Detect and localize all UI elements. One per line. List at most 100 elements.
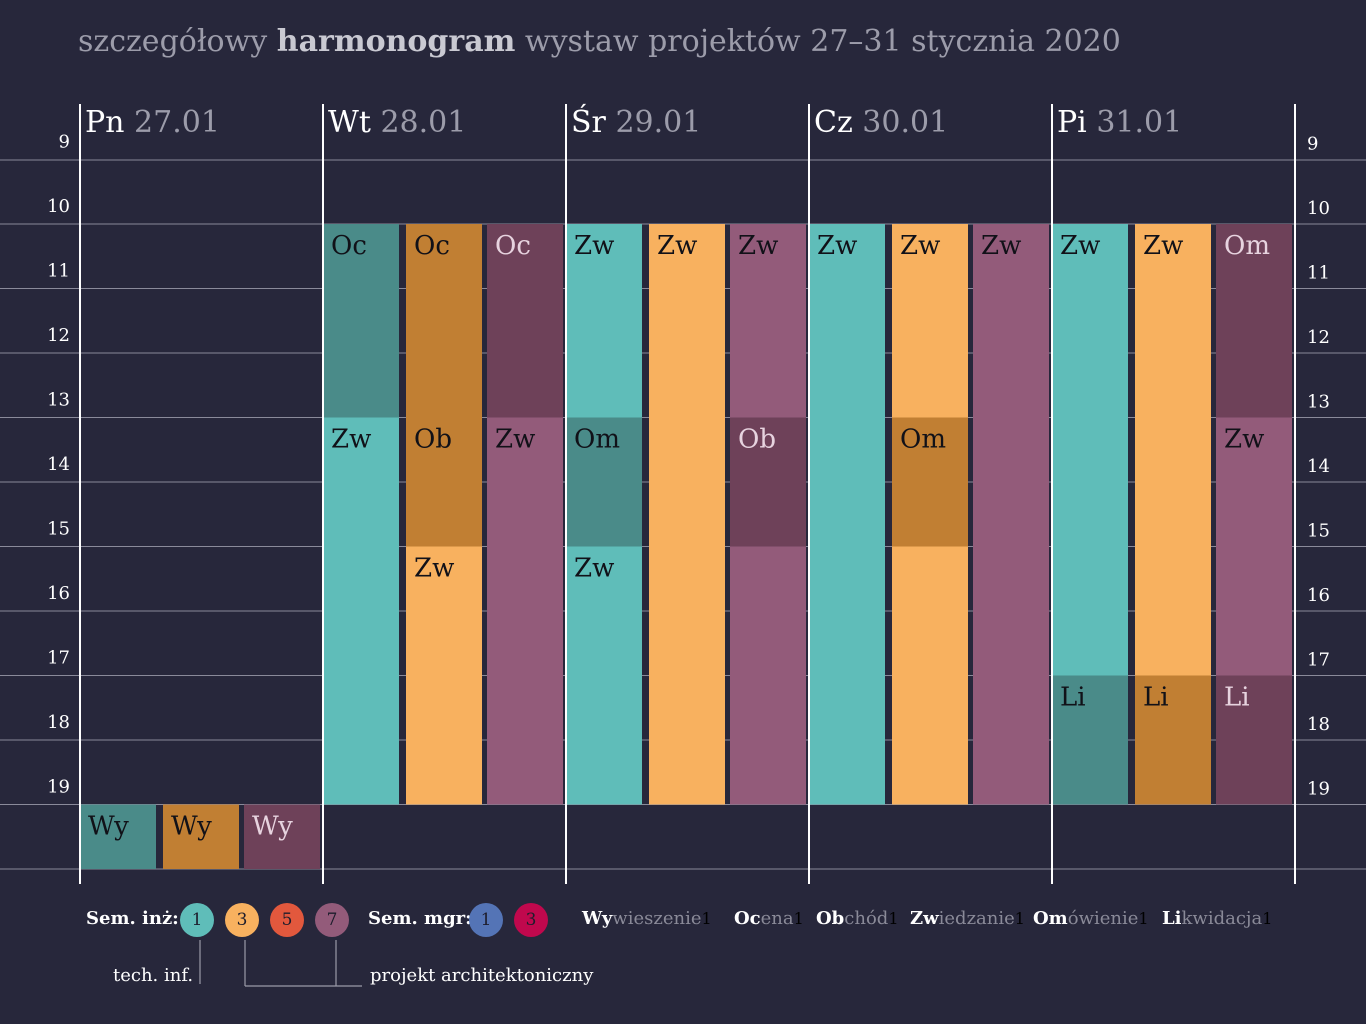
title-bold: harmonogram (276, 24, 516, 59)
event-label: Li (1143, 683, 1169, 713)
chart-title: szczegółowy harmonogram wystaw projektów… (78, 24, 1121, 59)
event-bar (1052, 675, 1128, 805)
event-bar (323, 417, 399, 805)
event-label: Li (1224, 683, 1250, 713)
event-label: Zw (981, 231, 1021, 261)
abbreviation-item: Obchód1 (816, 908, 899, 929)
day-header: Cz 30.01 (814, 105, 948, 140)
event-label: Wy (171, 812, 212, 842)
day-header: Pn 27.01 (85, 105, 220, 140)
event-bar (892, 546, 968, 805)
day-header: Śr 29.01 (571, 103, 701, 140)
abbreviation-item: Zwiedzanie1 (910, 908, 1025, 929)
title-post: wystaw projektów 27–31 stycznia 2020 (515, 24, 1121, 59)
hour-label-left: 19 (47, 777, 70, 798)
abbreviation-item: Likwidacja1 (1162, 908, 1273, 929)
event-label: Zw (574, 231, 614, 261)
semester-dot: 7 (315, 903, 349, 937)
event-label: Oc (331, 231, 367, 261)
event-label: Om (1224, 231, 1270, 261)
hour-label-right: 14 (1307, 456, 1330, 477)
event-bar (1216, 224, 1292, 418)
hour-label-left: 15 (47, 519, 70, 540)
event-label: Zw (331, 425, 371, 455)
semester-dot: 3 (514, 903, 548, 937)
note-arch: projekt architektoniczny (370, 965, 594, 986)
hour-label-left: 17 (47, 648, 70, 669)
event-label: Zw (657, 231, 697, 261)
event-bar (809, 224, 885, 805)
hour-label-right: 10 (1307, 198, 1330, 219)
legend-inz-label: Sem. inż: (86, 908, 179, 929)
hour-label-left: 9 (59, 132, 70, 153)
event-bar (973, 224, 1049, 805)
event-bar (1052, 224, 1128, 676)
event-bar (892, 417, 968, 547)
hour-label-left: 14 (47, 454, 70, 475)
event-label: Zw (900, 231, 940, 261)
hour-label-left: 16 (47, 583, 70, 604)
event-bar (566, 417, 642, 547)
event-label: Wy (88, 812, 129, 842)
day-header: Wt 28.01 (328, 105, 466, 140)
abbreviation-item: Omówienie1 (1033, 908, 1149, 929)
hour-label-right: 9 (1307, 134, 1318, 155)
event-label: Zw (574, 554, 614, 584)
event-bar (1216, 417, 1292, 676)
event-bar (244, 804, 320, 869)
abbreviation-item: Ocena1 (734, 908, 804, 929)
event-bar (406, 546, 482, 805)
hour-label-right: 15 (1307, 521, 1330, 542)
event-label: Zw (1224, 425, 1264, 455)
event-label: Li (1060, 683, 1086, 713)
hour-label-right: 13 (1307, 392, 1330, 413)
event-bar (1135, 675, 1211, 805)
event-label: Zw (414, 554, 454, 584)
event-bar (1135, 224, 1211, 676)
schedule-chart: Wy Wy Wy Oc Zw Oc Ob Zw Oc Zw Zw Om Zw Zw Zw Ob Zw Zw Om Zw… (0, 103, 1366, 884)
event-label: Oc (495, 231, 531, 261)
legend-mgr-label: Sem. mgr: (368, 908, 472, 929)
event-label: Ob (738, 425, 776, 455)
event-label: Oc (414, 231, 450, 261)
event-label: Ob (414, 425, 452, 455)
title-pre: szczegółowy (78, 24, 277, 59)
semester-dot: 5 (270, 903, 304, 937)
event-bar (80, 804, 156, 869)
hour-label-left: 11 (47, 261, 70, 282)
event-bar (487, 417, 563, 805)
note-tech: tech. inf. (113, 965, 194, 986)
event-bar (566, 546, 642, 805)
semester-dot: 1 (469, 903, 503, 937)
event-bar (406, 224, 482, 418)
event-label: Zw (817, 231, 857, 261)
event-label: Zw (1143, 231, 1183, 261)
event-label: Om (574, 425, 620, 455)
event-label: Zw (738, 231, 778, 261)
hour-label-right: 19 (1307, 779, 1330, 800)
hour-label-right: 16 (1307, 585, 1330, 606)
event-bar (1216, 675, 1292, 805)
hour-label-left: 13 (47, 390, 70, 411)
hour-label-right: 17 (1307, 650, 1330, 671)
event-bar (649, 224, 725, 805)
hour-label-left: 10 (47, 196, 70, 217)
hour-label-left: 18 (47, 712, 70, 733)
event-label: Zw (495, 425, 535, 455)
abbreviation-item: Wywieszenie1 (582, 908, 712, 929)
event-bar (730, 546, 806, 805)
event-bar (730, 224, 806, 418)
event-bar (730, 417, 806, 547)
event-label: Zw (1060, 231, 1100, 261)
event-bar (406, 417, 482, 547)
event-bar (566, 224, 642, 418)
semester-dot: 1 (180, 903, 214, 937)
semester-dot: 3 (225, 903, 259, 937)
day-header: Pi 31.01 (1057, 105, 1182, 140)
event-label: Wy (252, 812, 293, 842)
hour-label-right: 12 (1307, 327, 1330, 348)
event-bar (892, 224, 968, 418)
event-bar (163, 804, 239, 869)
hour-label-right: 11 (1307, 263, 1330, 284)
event-bar (487, 224, 563, 418)
